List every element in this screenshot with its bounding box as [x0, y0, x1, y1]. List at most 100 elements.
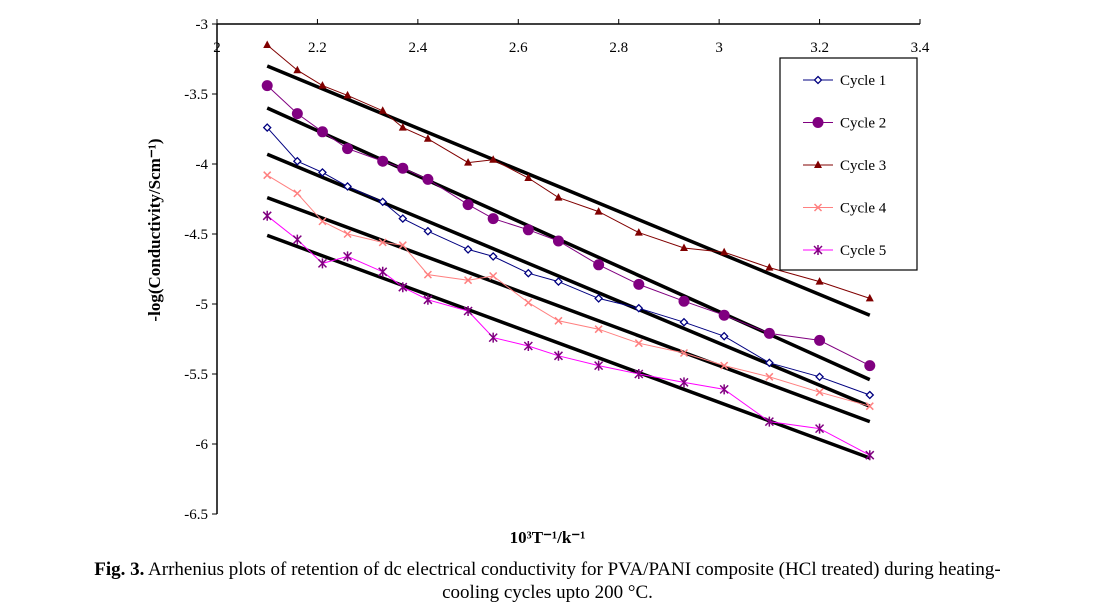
- star-marker: [262, 210, 272, 221]
- circle-marker: [718, 309, 730, 321]
- triangle-marker: [815, 277, 824, 285]
- diamond-marker: [523, 268, 533, 278]
- star-marker: [719, 384, 729, 395]
- triangle-marker: [524, 173, 533, 181]
- y-tick-label: -4: [196, 157, 209, 173]
- diamond-marker: [378, 197, 388, 207]
- circle-marker: [678, 295, 690, 307]
- circle-marker: [522, 224, 534, 236]
- star-marker: [594, 360, 604, 371]
- legend-label: Cycle 3: [840, 158, 886, 174]
- circle-marker: [814, 334, 826, 346]
- y-tick-label: -4.5: [184, 227, 208, 243]
- y-tick-label: -3.5: [184, 87, 208, 103]
- x-marker: [318, 217, 327, 226]
- star-marker: [679, 377, 689, 388]
- triangle-marker: [423, 134, 432, 142]
- arrhenius-chart: -3 -3.5 -4 -4.5 -5 -5.5 -6 -6.5 2 2.2 2.4 2.6 2.8 3 3.…: [145, 17, 930, 520]
- x-marker: [720, 361, 729, 370]
- triangle-marker: [318, 81, 327, 89]
- x-marker: [865, 402, 874, 411]
- y-tick-label: -6.5: [184, 507, 208, 520]
- circle-marker: [812, 117, 824, 128]
- x-marker: [489, 271, 498, 281]
- x-marker: [634, 339, 643, 348]
- circle-marker: [261, 80, 273, 92]
- x-marker: [398, 241, 407, 250]
- series-line: [266, 174, 870, 407]
- diamond-marker: [634, 303, 644, 313]
- star-marker: [398, 282, 408, 293]
- legend-label: Cycle 5: [840, 243, 886, 259]
- x-marker: [815, 388, 824, 397]
- circle-marker: [342, 143, 354, 155]
- series-group: [261, 40, 876, 461]
- series-line: [266, 44, 870, 299]
- diamond-marker: [423, 226, 433, 236]
- diamond-marker: [679, 317, 689, 327]
- series-cycle-2: [261, 80, 876, 372]
- diamond-marker: [262, 123, 272, 133]
- star-marker: [634, 369, 644, 379]
- circle-marker: [397, 162, 409, 174]
- diamond-marker: [764, 358, 774, 368]
- diamond-marker: [463, 244, 473, 254]
- diamond-marker: [554, 277, 563, 287]
- diamond-marker: [594, 293, 604, 303]
- y-axis-label: -log(Conductivity/Scm⁻¹): [145, 138, 164, 321]
- x-marker: [524, 298, 533, 307]
- star-marker: [343, 251, 353, 262]
- series-cycle-3: [263, 40, 874, 302]
- x-tick-label: 2.4: [408, 40, 427, 56]
- circle-marker: [291, 108, 303, 120]
- triangle-marker: [865, 293, 874, 302]
- fit-line: [266, 195, 871, 424]
- star-marker: [423, 294, 433, 305]
- legend-box: [779, 57, 918, 271]
- y-tick-label: -5: [196, 297, 209, 313]
- diamond-marker: [343, 181, 352, 191]
- star-marker: [317, 258, 327, 269]
- x-marker: [765, 372, 774, 381]
- fit-line: [266, 64, 871, 317]
- circle-marker: [487, 213, 499, 225]
- x-marker: [263, 171, 272, 180]
- star-marker: [865, 450, 875, 461]
- diamond-marker: [488, 251, 498, 261]
- triangle-marker: [398, 123, 407, 131]
- y-tick-label: -5.5: [184, 367, 208, 383]
- legend-label: Cycle 1: [840, 73, 886, 89]
- triangle-marker: [634, 228, 643, 236]
- series-cycle-4: [263, 171, 874, 411]
- star-marker: [378, 266, 388, 277]
- x-marker: [343, 229, 352, 239]
- x-marker: [293, 189, 302, 198]
- triangle-marker: [814, 160, 822, 168]
- triangle-marker: [489, 155, 498, 163]
- star-marker: [553, 350, 563, 361]
- triangle-marker: [464, 158, 473, 166]
- x-tick-label: 2.2: [308, 40, 327, 56]
- star-marker: [292, 234, 302, 245]
- diamond-marker: [815, 372, 824, 382]
- triangle-marker: [263, 40, 272, 48]
- circle-marker: [864, 360, 876, 372]
- x-marker: [813, 203, 823, 212]
- star-marker: [488, 332, 498, 343]
- diamond-marker: [318, 167, 327, 177]
- circle-marker: [377, 155, 389, 167]
- y-tick-label: -6: [196, 437, 209, 453]
- diamond-marker: [292, 156, 302, 166]
- x-axis-label: 10³T⁻¹/k⁻¹: [509, 528, 586, 547]
- x-marker: [423, 270, 432, 279]
- x-tick-label: 2.8: [609, 40, 628, 56]
- triangle-marker: [679, 243, 688, 251]
- triangle-marker: [343, 90, 352, 99]
- star-marker: [463, 306, 473, 316]
- caption-line-1: Fig. 3. Arrhenius plots of retention of …: [0, 559, 1095, 581]
- triangle-marker: [765, 263, 774, 271]
- triangle-marker: [378, 106, 387, 114]
- star-marker: [815, 423, 825, 434]
- x-tick-label: 2: [213, 40, 221, 56]
- series-cycle-5: [262, 210, 875, 461]
